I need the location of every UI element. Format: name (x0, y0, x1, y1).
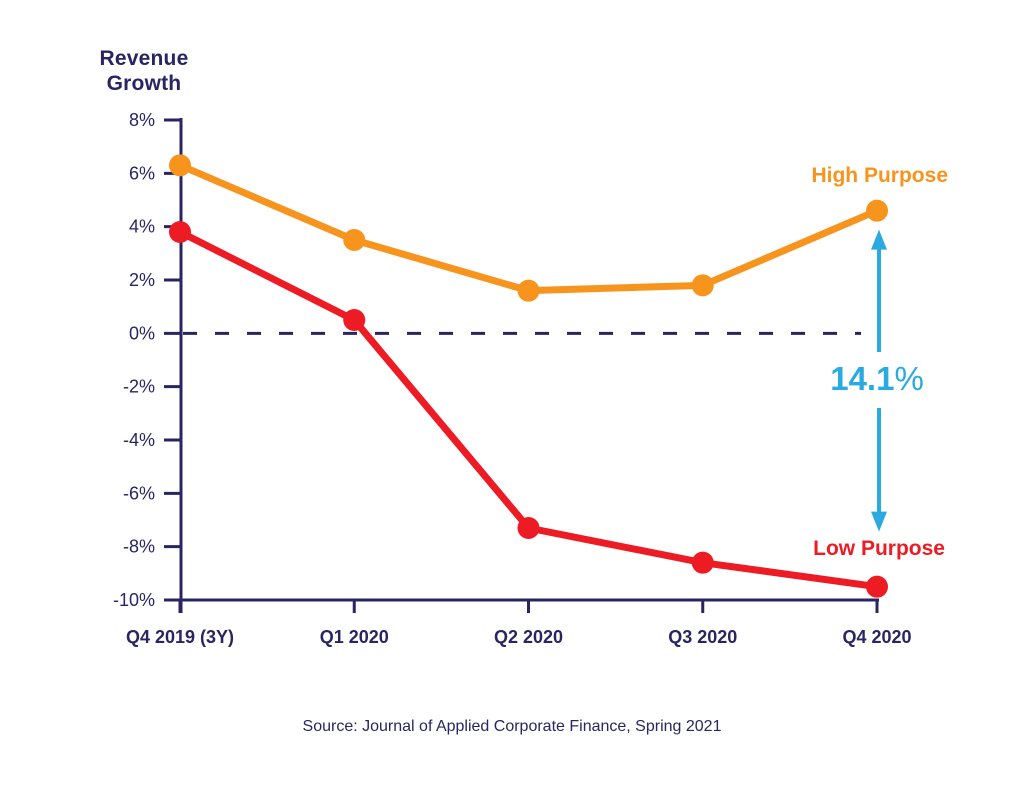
gap-arrow-head-down (871, 511, 887, 532)
y-tick-label: 4% (129, 217, 155, 237)
y-tick-label: 2% (129, 270, 155, 290)
data-point-low-purpose (866, 575, 888, 598)
gap-annotation-unit: % (894, 360, 924, 397)
x-tick-label: Q4 2019 (3Y) (126, 627, 234, 647)
gap-annotation-value: 14.1 (830, 360, 895, 397)
data-point-low-purpose (691, 551, 714, 574)
y-tick-label: -4% (123, 430, 155, 450)
y-tick-label: 8% (129, 110, 155, 130)
x-tick-label: Q3 2020 (668, 627, 737, 647)
x-tick-label: Q1 2020 (320, 627, 389, 647)
source-caption: Source: Journal of Applied Corporate Fin… (302, 718, 722, 735)
data-point-high-purpose (691, 274, 714, 297)
chart-title: Revenue Growth (83, 46, 205, 96)
data-point-high-purpose (866, 199, 888, 222)
y-tick-label: 0% (129, 323, 155, 343)
y-tick-label: -10% (113, 590, 155, 610)
y-tick-label: -6% (123, 483, 155, 503)
chart-title-line1: Revenue (99, 47, 189, 70)
series-label-high-purpose: High Purpose (811, 164, 948, 187)
y-tick-label: -2% (123, 377, 155, 397)
data-point-low-purpose (517, 517, 540, 539)
series-line-high-purpose (176, 161, 881, 295)
data-point-low-purpose (343, 309, 366, 331)
gap-arrow-head-up (871, 229, 887, 250)
data-point-high-purpose (517, 279, 540, 302)
y-tick-label: 6% (129, 163, 155, 183)
data-point-high-purpose (343, 229, 366, 251)
x-tick-label: Q4 2020 (842, 627, 911, 647)
series-label-low-purpose: Low Purpose (813, 537, 945, 560)
gap-annotation: 14.1% (830, 360, 924, 398)
x-tick-label: Q2 2020 (494, 627, 563, 647)
data-point-low-purpose (169, 221, 191, 243)
data-point-high-purpose (169, 154, 191, 177)
chart-title-line2: Growth (106, 72, 182, 95)
y-tick-label: -8% (123, 537, 155, 557)
